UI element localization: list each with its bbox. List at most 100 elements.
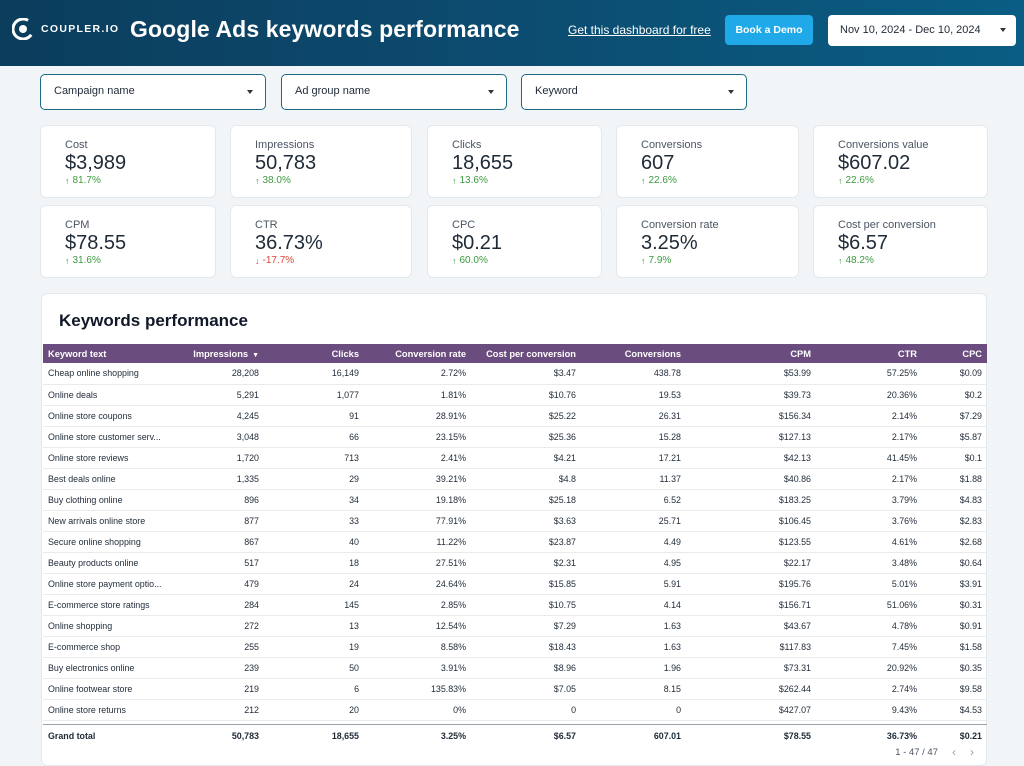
get-dashboard-link[interactable]: Get this dashboard for free [568, 23, 711, 37]
table-cell: $106.45 [686, 510, 816, 532]
table-cell: 3.76% [816, 510, 922, 532]
kpi-card-cpc: CPC $0.21 ↑ 60.0% [427, 205, 602, 278]
column-header-cost-per-conversion[interactable]: Cost per conversion [471, 344, 581, 363]
table-cell: 24.64% [364, 573, 471, 595]
table-row[interactable]: Online deals 5,291 1,077 1.81% $10.76 19.53 $3… [43, 384, 987, 406]
arrow-up-icon: ↑ [65, 175, 70, 186]
kpi-delta: ↑ 22.6% [838, 175, 874, 186]
table-cell: $117.83 [686, 636, 816, 658]
column-header-conversion-rate[interactable]: Conversion rate [364, 344, 471, 363]
table-cell: 20.92% [816, 657, 922, 679]
table-cell: 713 [264, 447, 364, 469]
table-cell: 11.37 [581, 468, 686, 490]
table-row[interactable]: Buy clothing online 896 34 19.18% $25.18 6.52… [43, 489, 987, 511]
brand-logo[interactable]: COUPLER.IO [12, 18, 119, 40]
kpi-label: Cost [65, 139, 88, 151]
column-header-label: Keyword text [48, 348, 107, 359]
table-cell: 135.83% [364, 678, 471, 700]
table-cell: $7.05 [471, 678, 581, 700]
kpi-card-conversions-value: Conversions value $607.02 ↑ 22.6% [813, 125, 988, 198]
table-cell: $183.25 [686, 489, 816, 511]
table-cell: 25.71 [581, 510, 686, 532]
table-cell: 19 [264, 636, 364, 658]
column-header-conversions[interactable]: Conversions [581, 344, 686, 363]
table-row[interactable]: Cheap online shopping 28,208 16,149 2.72% $3… [43, 363, 987, 385]
table-cell: $40.86 [686, 468, 816, 490]
table-cell: 517 [181, 552, 264, 574]
column-header-ctr[interactable]: CTR [816, 344, 922, 363]
kpi-delta: ↑ 13.6% [452, 175, 488, 186]
table-cell: 9.43% [816, 699, 922, 721]
arrow-up-icon: ↑ [65, 255, 70, 266]
table-cell: 2.72% [364, 363, 471, 385]
table-row[interactable]: Secure online shopping 867 40 11.22% $23.87 4… [43, 531, 987, 553]
kpi-value: $78.55 [65, 232, 127, 254]
column-header-label: Conversion rate [395, 348, 466, 359]
table-cell: 4.95 [581, 552, 686, 574]
table-row[interactable]: New arrivals online store 877 33 77.91% $3.6… [43, 510, 987, 532]
keyword-filter[interactable]: Keyword [521, 74, 747, 110]
table-cell: $18.43 [471, 636, 581, 658]
table-row[interactable]: Online store returns 212 20 0% 0 0 $427.07 9.43… [43, 699, 987, 721]
table-cell: 4.49 [581, 531, 686, 553]
grand-total-row: Grand total 50,783 18,655 3.25% $6.57 607.01 $… [43, 723, 987, 748]
table-row[interactable]: Online store customer serv... 3,048 66 23.1… [43, 426, 987, 448]
arrow-up-icon: ↑ [838, 175, 843, 186]
table-row[interactable]: E-commerce store ratings 284 145 2.85% $10.7… [43, 594, 987, 616]
kpi-card-conversion-rate: Conversion rate 3.25% ↑ 7.9% [616, 205, 799, 278]
table-row[interactable]: Online shopping 272 13 12.54% $7.29 1.63 $43.6… [43, 615, 987, 637]
table-header-row: Keyword text Impressions ▼ Clicks Conversion… [43, 344, 987, 363]
table-row[interactable]: Online store payment optio... 479 24 24.64%… [43, 573, 987, 595]
column-header-cpm[interactable]: CPM [686, 344, 816, 363]
column-header-cpc[interactable]: CPC [922, 344, 987, 363]
table-row[interactable]: Best deals online 1,335 29 39.21% $4.8 11.37 $… [43, 468, 987, 490]
book-demo-button[interactable]: Book a Demo [725, 15, 813, 45]
table-cell: Online store reviews [43, 447, 181, 469]
table-row[interactable]: E-commerce shop 255 19 8.58% $18.43 1.63 $117.… [43, 636, 987, 658]
table-cell: $7.29 [471, 615, 581, 637]
table-cell: 39.21% [364, 468, 471, 490]
table-cell: 24 [264, 573, 364, 595]
table-row[interactable]: Online store coupons 4,245 91 28.91% $25.22 2… [43, 405, 987, 427]
table-cell: $156.71 [686, 594, 816, 616]
table-cell: Beauty products online [43, 552, 181, 574]
sort-descending-icon[interactable]: ▼ [252, 351, 259, 359]
table-cell: $8.96 [471, 657, 581, 679]
campaign-name-filter[interactable]: Campaign name [40, 74, 266, 110]
column-header-impressions[interactable]: Impressions ▼ [181, 344, 264, 363]
column-header-keyword-text[interactable]: Keyword text [43, 344, 181, 363]
table-cell: $23.87 [471, 531, 581, 553]
table-row[interactable]: Buy electronics online 239 50 3.91% $8.96 1.9… [43, 657, 987, 679]
table-cell: 23.15% [364, 426, 471, 448]
table-row[interactable]: Online footwear store 219 6 135.83% $7.05 8.1… [43, 678, 987, 700]
kpi-value: $607.02 [838, 152, 911, 174]
table-cell: $25.18 [471, 489, 581, 511]
table-cell: $25.22 [471, 405, 581, 427]
column-header-label: Clicks [331, 348, 359, 359]
table-cell: $0.09 [922, 363, 987, 385]
table-cell: 33 [264, 510, 364, 532]
kpi-card-cpm: CPM $78.55 ↑ 31.6% [40, 205, 216, 278]
next-page-icon[interactable]: › [970, 745, 974, 759]
column-header-clicks[interactable]: Clicks [264, 344, 364, 363]
kpi-delta: ↑ 38.0% [255, 175, 291, 186]
previous-page-icon[interactable]: ‹ [952, 745, 956, 759]
kpi-value: $0.21 [452, 232, 503, 254]
table-cell: $10.75 [471, 594, 581, 616]
table-cell: 34 [264, 489, 364, 511]
table-row[interactable]: Online store reviews 1,720 713 2.41% $4.21 17… [43, 447, 987, 469]
table-cell: 867 [181, 531, 264, 553]
brand-name: COUPLER.IO [41, 23, 120, 35]
table-cell: 26.31 [581, 405, 686, 427]
table-cell: 877 [181, 510, 264, 532]
date-range-picker[interactable]: Nov 10, 2024 - Dec 10, 2024 [828, 15, 1016, 46]
coupler-logo-icon [12, 18, 34, 40]
table-cell: Online deals [43, 384, 181, 406]
table-cell: 1.63 [581, 615, 686, 637]
table-row[interactable]: Beauty products online 517 18 27.51% $2.31 4.… [43, 552, 987, 574]
table-cell: 272 [181, 615, 264, 637]
filter-label: Ad group name [295, 85, 371, 97]
table-cell: 4.14 [581, 594, 686, 616]
kpi-delta: ↑ 81.7% [65, 175, 101, 186]
ad-group-name-filter[interactable]: Ad group name [281, 74, 507, 110]
